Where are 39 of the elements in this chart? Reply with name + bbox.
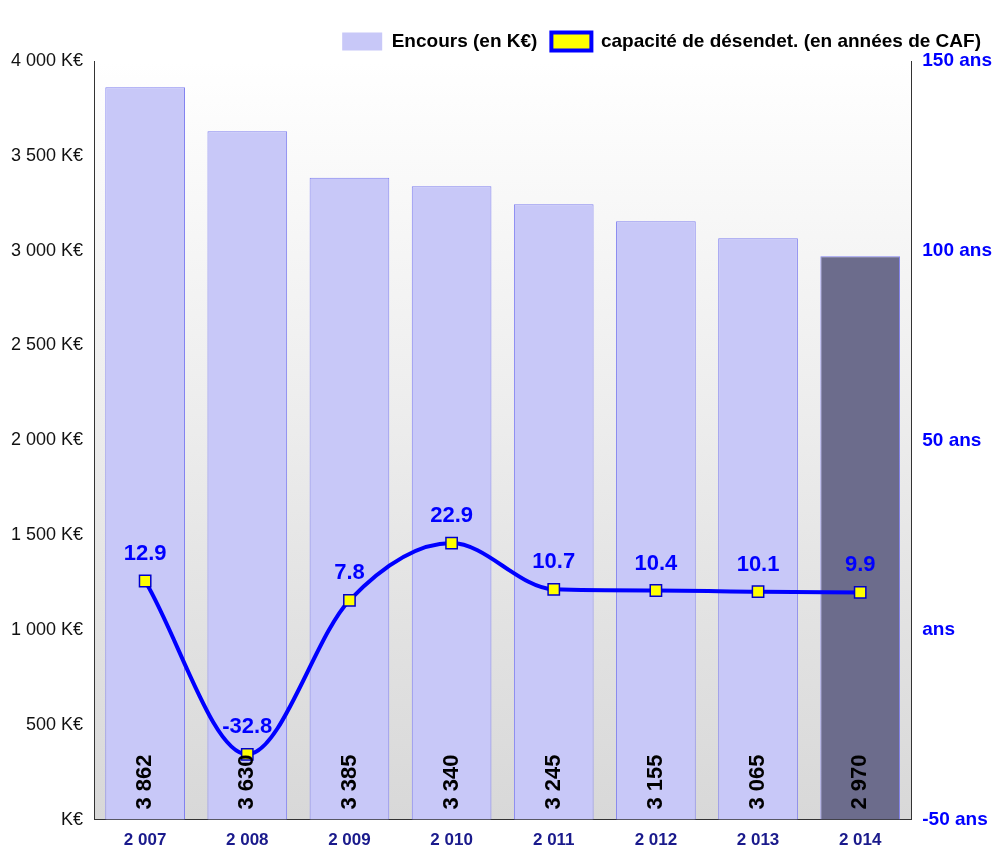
y2-tick-label: ans (922, 618, 956, 640)
data-label: 3 862 (131, 754, 157, 810)
data-label: 22.9 (430, 502, 474, 528)
x-tick-label: 2 014 (838, 830, 883, 850)
y-tick-label: 3 000 K€ (11, 239, 84, 260)
y-tick-label: 2 500 K€ (11, 334, 84, 355)
y-tick-label: 1 500 K€ (11, 524, 84, 545)
y-tick-label: 4 000 K€ (11, 49, 84, 70)
y2-tick-label: 100 ans (922, 238, 993, 260)
x-tick-label: 2 010 (430, 830, 473, 850)
data-label: 3 340 (437, 754, 463, 810)
data-label: 7.8 (334, 559, 365, 585)
x-tick-label: 2 007 (123, 830, 167, 850)
legend-label: Encours (en K€) (391, 29, 538, 51)
y2-tick-label: 50 ans (922, 428, 982, 450)
y2-tick-label: -50 ans (922, 807, 988, 829)
data-label: 10.1 (736, 550, 780, 576)
x-tick-label: 2 009 (328, 830, 371, 850)
data-label: 3 245 (539, 754, 565, 810)
y-tick-label: 500 K€ (26, 713, 84, 734)
data-label: 10.4 (634, 549, 679, 575)
data-label: 3 385 (335, 754, 361, 810)
x-tick-label: 2 013 (736, 830, 780, 850)
data-label: 3 630 (233, 754, 259, 810)
data-label: 9.9 (844, 551, 876, 577)
y-tick-label: 2 000 K€ (11, 429, 84, 450)
data-label: 2 970 (846, 754, 872, 810)
data-label: 3 065 (744, 754, 770, 810)
x-tick-label: 2 008 (226, 830, 269, 850)
data-label: -32.8 (222, 713, 273, 739)
data-label: 10.7 (532, 548, 576, 574)
x-tick-label: 2 011 (532, 830, 575, 850)
x-tick-label: 2 012 (634, 830, 678, 850)
legend-label: capacité de désendet. (en années de CAF) (600, 29, 982, 51)
y-tick-label: 3 500 K€ (11, 144, 84, 165)
y-tick-label: K€ (61, 808, 84, 829)
y-tick-label: 1 000 K€ (11, 618, 84, 639)
data-label: 3 155 (641, 754, 667, 810)
data-label: 12.9 (123, 540, 167, 566)
